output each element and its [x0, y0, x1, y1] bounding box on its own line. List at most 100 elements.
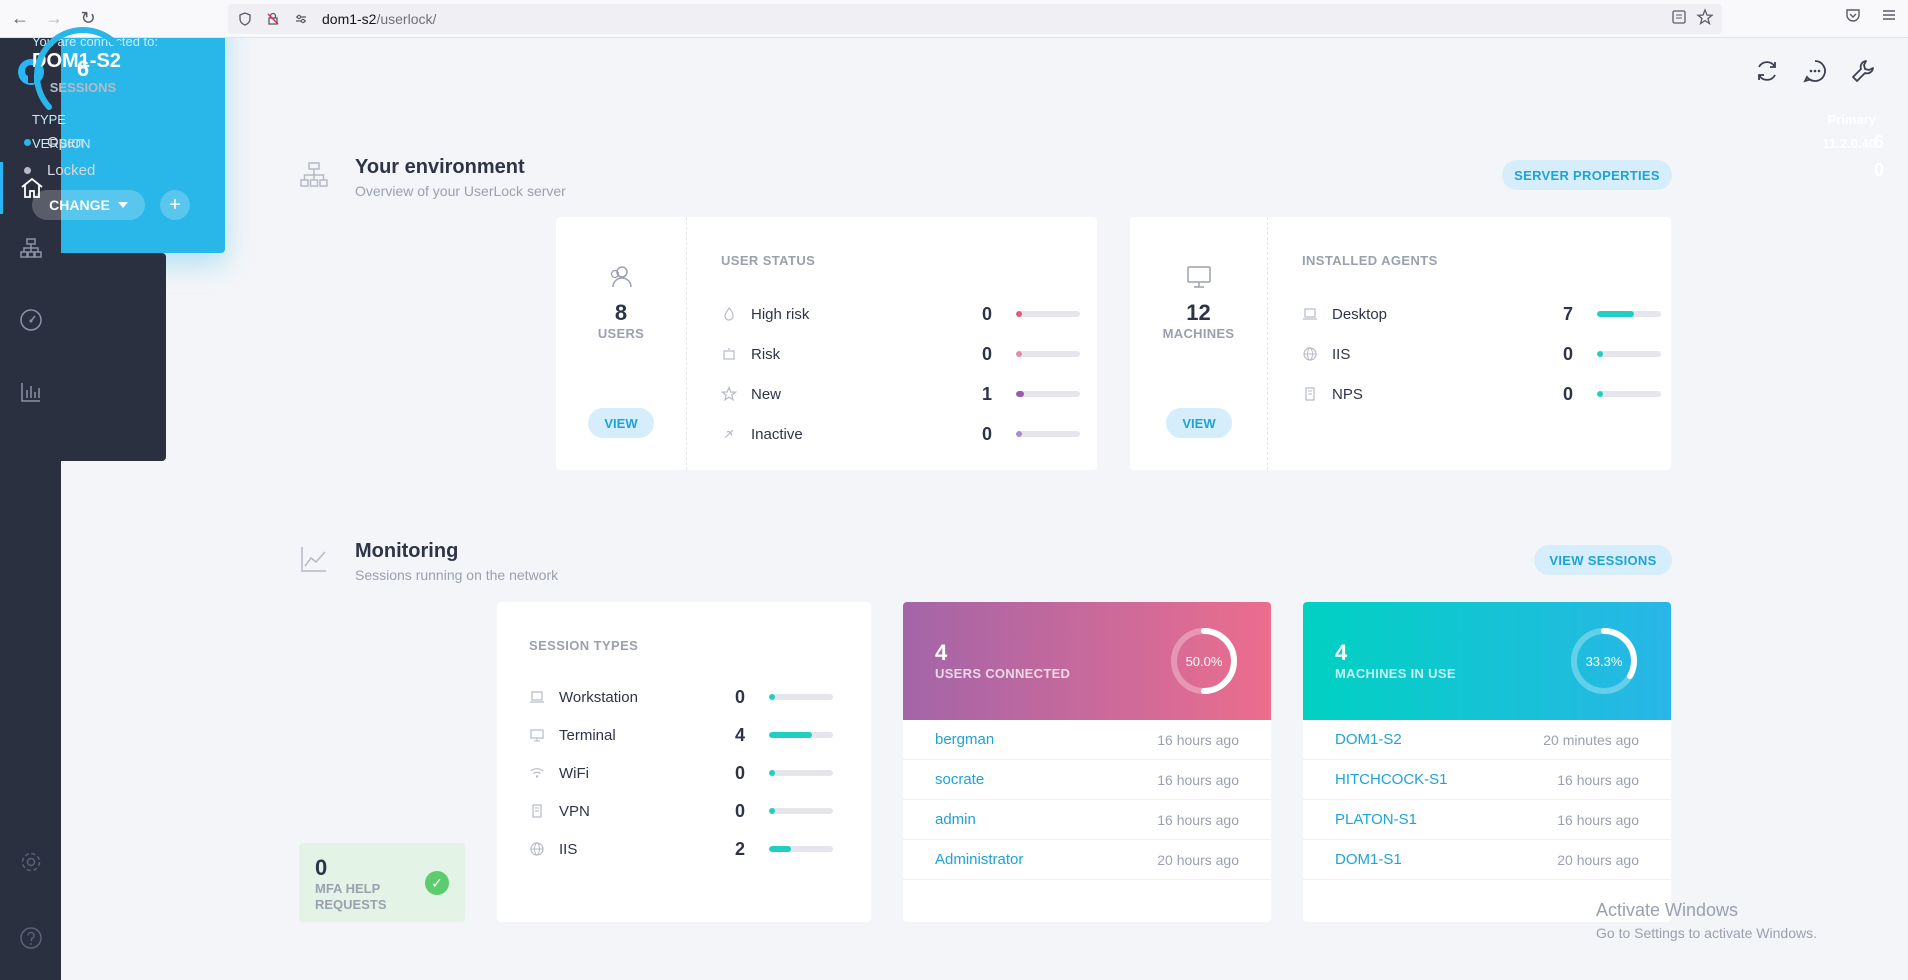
iis-icon	[529, 841, 545, 857]
locked-dot	[24, 167, 31, 174]
back-icon[interactable]: ←	[11, 8, 29, 28]
list-item-link[interactable]: PLATON-S1	[1335, 811, 1417, 828]
url-text[interactable]: dom1-s2/userlock/	[322, 11, 437, 27]
list-item-time: 20 hours ago	[1557, 851, 1639, 868]
machines-card: 12 MACHINES VIEW INSTALLED AGENTS Deskto…	[1130, 217, 1671, 470]
list-item-time: 16 hours ago	[1157, 771, 1239, 788]
row-value: 0	[1562, 343, 1573, 364]
type-label: TYPE	[32, 112, 66, 127]
menu-icon[interactable]	[1880, 6, 1898, 29]
row-value: 2	[734, 838, 745, 859]
row-progress-bar	[769, 770, 833, 776]
users-connected-percent: 50.0%	[1185, 653, 1223, 669]
insecure-lock-icon[interactable]	[262, 8, 284, 30]
session-types-card: SESSION TYPES Workstation 0 Terminal 4 WiFi 0…	[497, 602, 871, 922]
row-progress-bar	[769, 694, 833, 700]
status-row-vpn: VPN 0	[529, 801, 833, 821]
shield-icon[interactable]	[234, 8, 256, 30]
sidebar-item-reports[interactable]	[0, 366, 61, 418]
refresh-icon[interactable]	[1754, 58, 1780, 84]
check-icon: ✓	[425, 871, 449, 895]
monitoring-header: Monitoring Sessions running on the netwo…	[299, 540, 558, 583]
open-value: 6	[1873, 132, 1884, 152]
view-sessions-button[interactable]: VIEW SESSIONS	[1534, 545, 1672, 575]
row-label: High risk	[751, 305, 810, 323]
row-progress-bar	[769, 846, 833, 852]
list-item-time: 16 hours ago	[1557, 771, 1639, 788]
sidebar-item-home[interactable]	[0, 162, 61, 214]
users-connected-header: 4 USERS CONNECTED 50.0%	[903, 602, 1271, 720]
sidebar-item-dashboard[interactable]	[0, 294, 61, 346]
list-item: HITCHCOCK-S1 16 hours ago	[1303, 760, 1671, 800]
installed-agents-title: INSTALLED AGENTS	[1302, 253, 1438, 268]
mfa-help-card[interactable]: 0 MFA HELP REQUESTS ✓	[299, 843, 465, 922]
status-row-terminal: Terminal 4	[529, 725, 833, 745]
machines-in-use-count: 4	[1335, 640, 1348, 665]
section-subtitle: Sessions running on the network	[355, 567, 559, 583]
list-item: admin 16 hours ago	[903, 800, 1271, 840]
address-bar[interactable]: dom1-s2/userlock/	[228, 4, 1722, 34]
reload-icon[interactable]: ↻	[80, 8, 96, 28]
users-icon	[610, 266, 632, 288]
machines-count: 12	[1186, 300, 1211, 325]
row-progress-bar	[769, 732, 833, 738]
home-icon	[21, 177, 43, 198]
row-label: Desktop	[1332, 305, 1388, 323]
list-item-link[interactable]: admin	[935, 811, 976, 828]
reader-view-icon[interactable]	[1670, 8, 1688, 31]
sidebar-item-network[interactable]	[0, 222, 61, 274]
section-title: Monitoring	[355, 540, 459, 562]
change-server-button[interactable]: CHANGE	[32, 190, 145, 220]
row-value: 4	[734, 724, 745, 745]
wrench-icon[interactable]	[1850, 58, 1876, 84]
row-progress-bar	[1597, 311, 1661, 317]
row-progress-bar	[1016, 431, 1080, 437]
list-item: DOM1-S1 20 hours ago	[1303, 840, 1671, 880]
list-item: socrate 16 hours ago	[903, 760, 1271, 800]
network-icon	[19, 238, 42, 258]
row-progress-bar	[1597, 391, 1661, 397]
server-properties-button[interactable]: SERVER PROPERTIES	[1502, 160, 1672, 190]
pocket-icon[interactable]	[1844, 6, 1862, 29]
list-item-link[interactable]: HITCHCOCK-S1	[1335, 771, 1448, 788]
server-version-row: VERSION 11.2.0.40	[32, 136, 1876, 151]
row-value: 1	[981, 383, 992, 404]
row-value: 0	[981, 343, 992, 364]
monitor-icon	[1186, 266, 1211, 288]
section-subtitle: Overview of your UserLock server	[355, 183, 566, 199]
version-value: 11.2.0.40	[1822, 136, 1877, 151]
chat-icon[interactable]	[1802, 58, 1828, 84]
list-item-link[interactable]: Administrator	[935, 851, 1024, 868]
new-icon	[720, 385, 738, 402]
view-machines-button[interactable]: VIEW	[1166, 408, 1232, 438]
risk-icon	[721, 346, 737, 362]
row-label: NPS	[1332, 385, 1363, 403]
view-users-button[interactable]: VIEW	[588, 408, 654, 438]
row-label: New	[751, 385, 782, 403]
list-item-link[interactable]: DOM1-S2	[1335, 731, 1402, 748]
row-progress-bar	[1016, 391, 1080, 397]
sidebar-item-help[interactable]	[0, 912, 61, 964]
list-item-link[interactable]: socrate	[935, 771, 985, 788]
list-item: bergman 16 hours ago	[903, 720, 1271, 760]
list-item-time: 16 hours ago	[1557, 811, 1639, 828]
sidebar-item-settings[interactable]	[0, 836, 61, 888]
browser-toolbar: ← → ↻ dom1-s2/userlock/	[0, 0, 1908, 38]
row-label: WiFi	[559, 764, 589, 782]
row-label: Workstation	[559, 688, 638, 706]
bookmark-star-icon[interactable]	[1696, 8, 1714, 31]
list-item-link[interactable]: bergman	[935, 731, 995, 748]
machines-label: MACHINES	[1162, 326, 1235, 341]
sessions-gauge	[34, 27, 132, 110]
add-server-button[interactable]: +	[160, 190, 190, 220]
sessions-open-row: Open 6	[24, 132, 1884, 153]
machines-in-use-header: 4 MACHINES IN USE 33.3%	[1303, 602, 1671, 720]
list-item-time: 20 minutes ago	[1543, 731, 1639, 748]
list-item: PLATON-S1 16 hours ago	[1303, 800, 1671, 840]
site-permissions-icon[interactable]	[290, 8, 312, 30]
list-item-time: 20 hours ago	[1157, 851, 1239, 868]
list-item-link[interactable]: DOM1-S1	[1335, 851, 1402, 868]
forward-icon[interactable]: →	[45, 8, 63, 28]
machines-summary: 12 MACHINES VIEW	[1130, 217, 1268, 470]
status-row-nps: NPS 0	[1302, 384, 1661, 404]
